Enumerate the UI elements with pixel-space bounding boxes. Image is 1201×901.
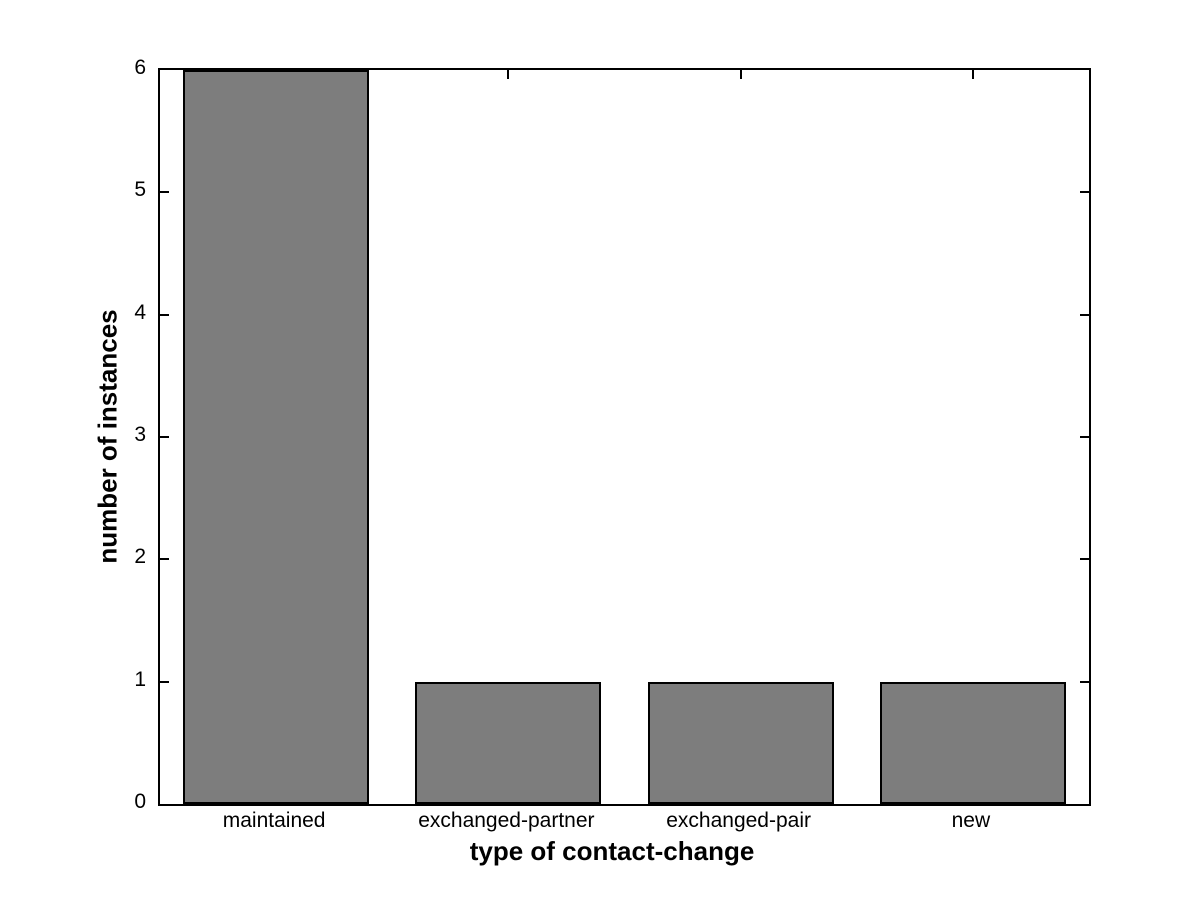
y-tickmark-left [160,191,169,194]
y-tickmark-right [1080,313,1089,316]
y-tick-label: 0 [134,790,146,813]
y-tickmark-right [1080,191,1089,194]
y-tickmark-right [1080,436,1089,438]
y-tick-label: 6 [134,56,146,79]
y-tickmark-left [160,436,169,438]
bar-exchanged-pair [647,681,834,804]
bar-new [879,681,1066,804]
x-tick-label: exchanged-pair [666,809,811,832]
y-tickmark-right [1080,558,1089,561]
y-tickmark-left [160,313,169,316]
y-tick-label: 1 [134,667,146,691]
bar-maintained [183,70,370,804]
y-tickmark-right [1080,680,1089,683]
bar-exchanged-partner [415,681,602,804]
y-tick-label: 4 [134,300,146,324]
y-tickmark-left [160,558,169,561]
y-tickmark-left [160,680,169,683]
plot-area [158,68,1091,806]
x-tick-label: exchanged-partner [418,809,595,832]
y-tick-label: 2 [134,545,146,569]
x-tickmark-top [971,70,974,79]
y-tick-label: 3 [134,423,146,446]
x-tickmark-top [507,70,510,79]
y-tick-label: 5 [134,178,146,202]
x-tick-label: maintained [222,809,326,832]
x-tick-label: new [951,809,991,832]
x-axis-label: type of contact-change [469,836,755,866]
x-tickmark-top [739,70,742,79]
